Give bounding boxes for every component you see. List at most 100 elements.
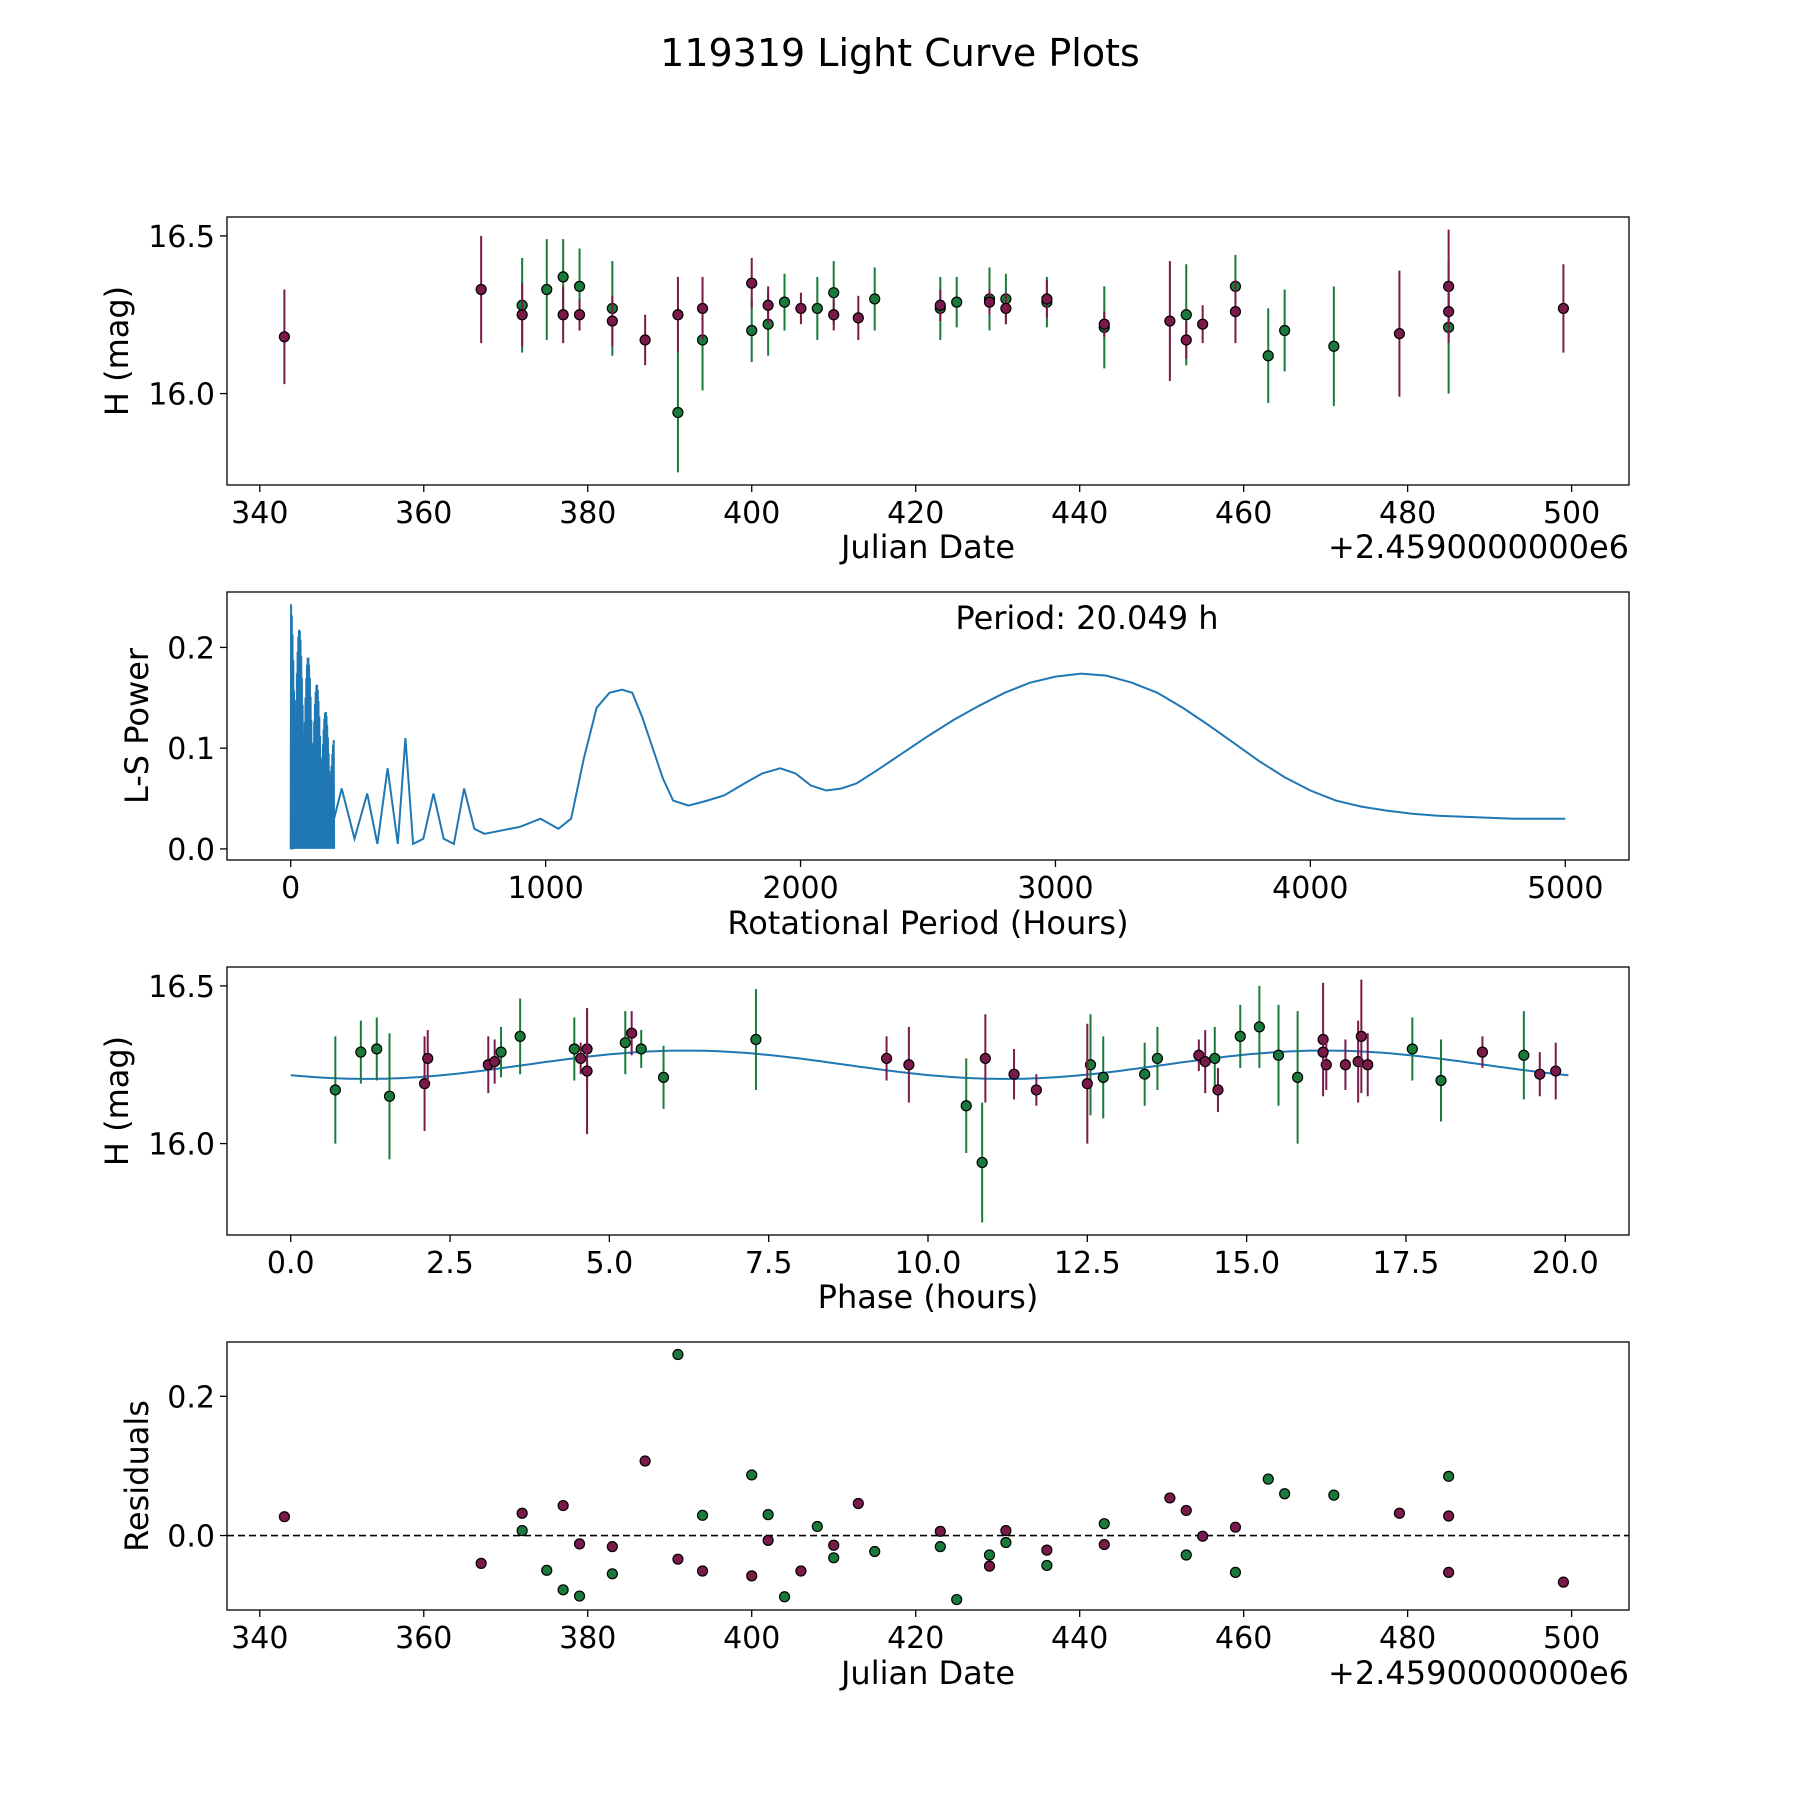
green-point xyxy=(811,302,823,315)
y-tick-label: 0.2 xyxy=(167,631,215,666)
residuals-data xyxy=(227,1348,1629,1606)
magenta-point xyxy=(581,1065,593,1077)
phased-ticks: 0.0 2.5 5.0 7.5 10.0 12.5 15.0 17.5 20.0 16.0 16.5 xyxy=(148,970,1598,1281)
magenta-point xyxy=(1041,1544,1053,1556)
green-point xyxy=(541,283,553,296)
green-point xyxy=(1292,1071,1304,1083)
magenta-point xyxy=(934,1525,946,1537)
x-tick-label: 17.5 xyxy=(1373,1246,1440,1281)
magenta-point xyxy=(557,309,569,321)
y-tick-label: 16.0 xyxy=(148,1128,215,1163)
periodogram-data xyxy=(289,604,1566,850)
magenta-point xyxy=(606,1541,618,1553)
x-tick-label: 15.0 xyxy=(1213,1246,1280,1281)
x-tick-label: 440 xyxy=(1051,1621,1108,1656)
x-tick-label: 7.5 xyxy=(745,1246,793,1281)
periodogram-xlabel: Rotational Period (Hours) xyxy=(727,904,1128,942)
x-tick-label: 3000 xyxy=(1017,871,1093,906)
magenta-point xyxy=(1180,334,1192,346)
x-tick-label: 5.0 xyxy=(586,1246,634,1281)
magenta-point xyxy=(1557,302,1570,315)
lightcurve-data xyxy=(278,229,1570,473)
phased-xlabel: Phase (hours) xyxy=(818,1278,1039,1316)
green-point xyxy=(1180,309,1192,321)
magenta-point xyxy=(1081,1078,1093,1090)
y-tick-label: 0.1 xyxy=(167,732,215,767)
x-tick-label: 0.0 xyxy=(267,1246,315,1281)
green-point xyxy=(1041,1559,1053,1572)
magenta-point xyxy=(1229,305,1242,318)
green-point xyxy=(828,1552,840,1564)
x-tick-label: 380 xyxy=(559,496,616,531)
magenta-point xyxy=(516,309,528,321)
lightcurve-x-offset: +2.4590000000e6 xyxy=(1328,528,1629,566)
model-curve xyxy=(290,1049,1569,1080)
magenta-point xyxy=(573,1538,586,1550)
magenta-point xyxy=(278,331,290,343)
magenta-point xyxy=(557,1499,569,1512)
green-point xyxy=(750,1033,762,1046)
magenta-point xyxy=(489,1055,501,1068)
green-point xyxy=(1279,1488,1291,1500)
magenta-point xyxy=(1362,1059,1374,1071)
magenta-point xyxy=(1476,1046,1489,1058)
green-point xyxy=(371,1043,383,1055)
magenta-point xyxy=(1041,293,1053,305)
magenta-point xyxy=(795,1565,807,1577)
magenta-point xyxy=(1164,1492,1176,1504)
magenta-point xyxy=(1197,1530,1209,1542)
x-tick-label: 2000 xyxy=(762,871,838,906)
magenta-point xyxy=(1212,1084,1224,1096)
period-annotation: Period: 20.049 h xyxy=(955,599,1218,637)
green-point xyxy=(951,296,963,308)
x-tick-label: 5000 xyxy=(1527,871,1603,906)
green-point xyxy=(983,1549,996,1561)
magenta-point xyxy=(1000,302,1012,315)
magenta-point xyxy=(516,1507,528,1519)
green-point xyxy=(696,1509,709,1521)
magenta-point xyxy=(979,1052,991,1065)
green-point xyxy=(934,1541,946,1553)
green-point xyxy=(1262,350,1274,362)
y-tick-label: 16.0 xyxy=(148,378,215,413)
green-point xyxy=(869,293,881,305)
green-point xyxy=(1097,1071,1109,1083)
periodogram-spikes xyxy=(289,604,336,849)
green-point xyxy=(657,1071,670,1083)
green-point xyxy=(672,1348,684,1361)
green-point xyxy=(828,287,840,299)
green-point xyxy=(619,1037,631,1049)
green-point xyxy=(557,1584,569,1596)
green-point xyxy=(495,1046,507,1058)
phased-data xyxy=(290,979,1569,1223)
y-tick-label: 16.5 xyxy=(148,970,215,1005)
magenta-point xyxy=(880,1052,893,1065)
green-point xyxy=(746,1469,758,1481)
x-tick-label: 20.0 xyxy=(1532,1246,1599,1281)
green-point xyxy=(778,1591,791,1603)
magenta-point xyxy=(1164,315,1176,327)
magenta-point xyxy=(1197,318,1209,330)
periodogram-ticks: 0 1000 2000 3000 4000 5000 0.0 0.1 0.2 xyxy=(167,631,1603,906)
green-point xyxy=(573,280,586,292)
magenta-point xyxy=(575,1052,587,1065)
magenta-point xyxy=(1180,1504,1192,1517)
magenta-point xyxy=(1393,1507,1406,1519)
green-point xyxy=(383,1090,396,1102)
green-point xyxy=(1098,1518,1110,1530)
green-point xyxy=(869,1545,881,1558)
green-point xyxy=(1151,1052,1164,1065)
x-tick-label: 340 xyxy=(231,1621,288,1656)
magenta-point xyxy=(828,1539,840,1551)
magenta-point xyxy=(1098,1538,1110,1551)
y-tick-label: 0.2 xyxy=(167,1380,215,1415)
magenta-point xyxy=(1030,1084,1042,1096)
green-point xyxy=(541,1564,553,1576)
green-point xyxy=(976,1156,988,1169)
magenta-point xyxy=(1557,1576,1570,1588)
periodogram-curve xyxy=(290,672,1566,850)
green-point xyxy=(1443,1470,1455,1482)
magenta-point xyxy=(1000,1525,1012,1537)
x-tick-label: 10.0 xyxy=(895,1246,962,1281)
